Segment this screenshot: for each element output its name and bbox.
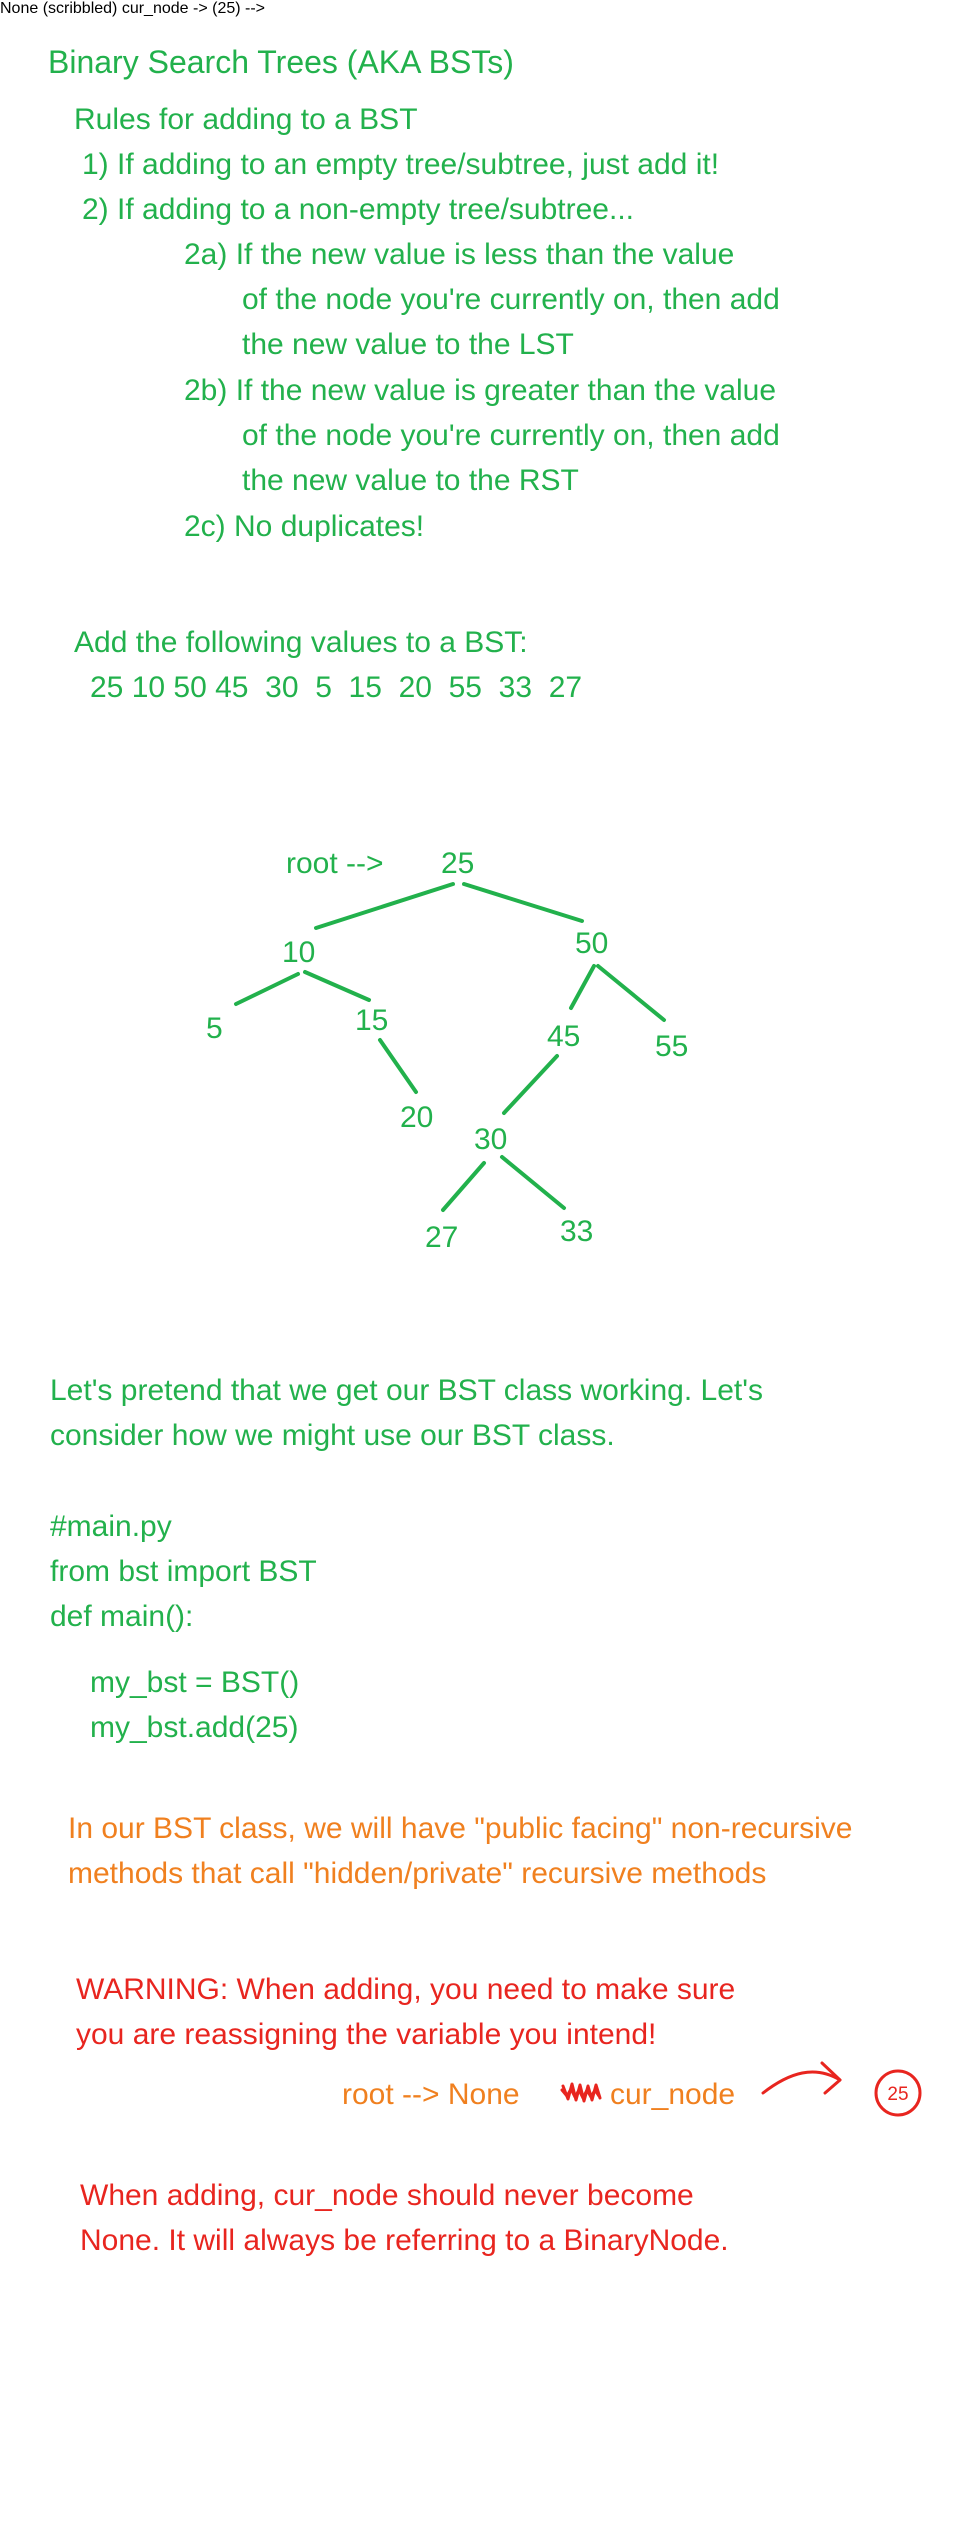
usage-line-1: Let's pretend that we get our BST class … — [50, 1374, 763, 1407]
tree-node-27: 27 — [425, 1221, 458, 1254]
tree-node-45: 45 — [547, 1020, 580, 1053]
cur-node-label: cur_node — [610, 2078, 736, 2111]
tree-node-5: 5 — [206, 1012, 223, 1045]
warning-line-2: you are reassigning the variable you int… — [76, 2018, 657, 2051]
tree-node-55: 55 — [655, 1030, 688, 1063]
tree-node-33: 33 — [560, 1215, 593, 1248]
code-line-4: my_bst = BST() — [90, 1666, 300, 1699]
closing-line-1: When adding, cur_node should never becom… — [80, 2179, 694, 2212]
note-line-1: In our BST class, we will have "public f… — [68, 1812, 853, 1845]
curved-arrow-icon — [761, 2061, 842, 2095]
edge-30-33 — [500, 1155, 566, 1210]
tree-node-25: 25 — [441, 847, 474, 880]
tree-node-30: 30 — [474, 1123, 507, 1156]
rule-2b-line-1: 2b) If the new value is greater than the… — [184, 374, 777, 407]
circled-node-value: 25 — [887, 2084, 908, 2105]
tree-node-20: 20 — [400, 1101, 433, 1134]
rule-2: 2) If adding to a non-empty tree/subtree… — [82, 193, 634, 226]
edge-25-10 — [314, 882, 455, 930]
code-line-3: def main(): — [50, 1600, 194, 1633]
code-line-1: #main.py — [50, 1510, 172, 1543]
edge-30-27 — [441, 1161, 486, 1212]
edge-15-20 — [378, 1038, 418, 1094]
exercise-values: 25 10 50 45 30 5 15 20 55 33 27 — [90, 671, 583, 704]
usage-line-2: consider how we might use our BST class. — [50, 1419, 615, 1452]
rule-2c: 2c) No duplicates! — [184, 510, 425, 543]
edge-45-30 — [502, 1054, 559, 1115]
rules-heading: Rules for adding to a BST — [74, 103, 418, 136]
rule-2b-line-3: the new value to the RST — [242, 464, 579, 497]
edge-10-15 — [303, 970, 371, 1002]
rule-1: 1) If adding to an empty tree/subtree, j… — [82, 148, 720, 181]
code-line-2: from bst import BST — [50, 1555, 317, 1588]
warning-line-1: WARNING: When adding, you need to make s… — [76, 1973, 736, 2006]
tree-node-10: 10 — [282, 936, 315, 969]
edge-50-45 — [569, 964, 596, 1010]
scribble-icon — [560, 2082, 602, 2103]
rule-2a-line-2: of the node you're currently on, then ad… — [242, 283, 780, 316]
root-pointer-label: root --> — [286, 847, 384, 880]
note-line-2: methods that call "hidden/private" recur… — [68, 1857, 767, 1890]
tree-node-50: 50 — [575, 927, 608, 960]
circled-node: 25 — [874, 2069, 922, 2117]
page-title: Binary Search Trees (AKA BSTs) — [48, 44, 514, 80]
code-line-5: my_bst.add(25) — [90, 1711, 299, 1744]
edge-50-55 — [596, 964, 666, 1022]
rule-2a-line-1: 2a) If the new value is less than the va… — [184, 238, 735, 271]
edge-10-5 — [234, 972, 300, 1006]
rule-2b-line-2: of the node you're currently on, then ad… — [242, 419, 780, 452]
tree-node-15: 15 — [355, 1004, 388, 1037]
rule-2a-line-3: the new value to the LST — [242, 328, 574, 361]
edge-25-50 — [462, 882, 584, 923]
exercise-prompt: Add the following values to a BST: — [74, 626, 528, 659]
closing-line-2: None. It will always be referring to a B… — [80, 2224, 729, 2257]
root-none-label: root --> None — [342, 2078, 520, 2111]
bst-diagram: root --> 25 10 50 5 15 45 55 20 30 27 33 — [206, 847, 688, 1254]
